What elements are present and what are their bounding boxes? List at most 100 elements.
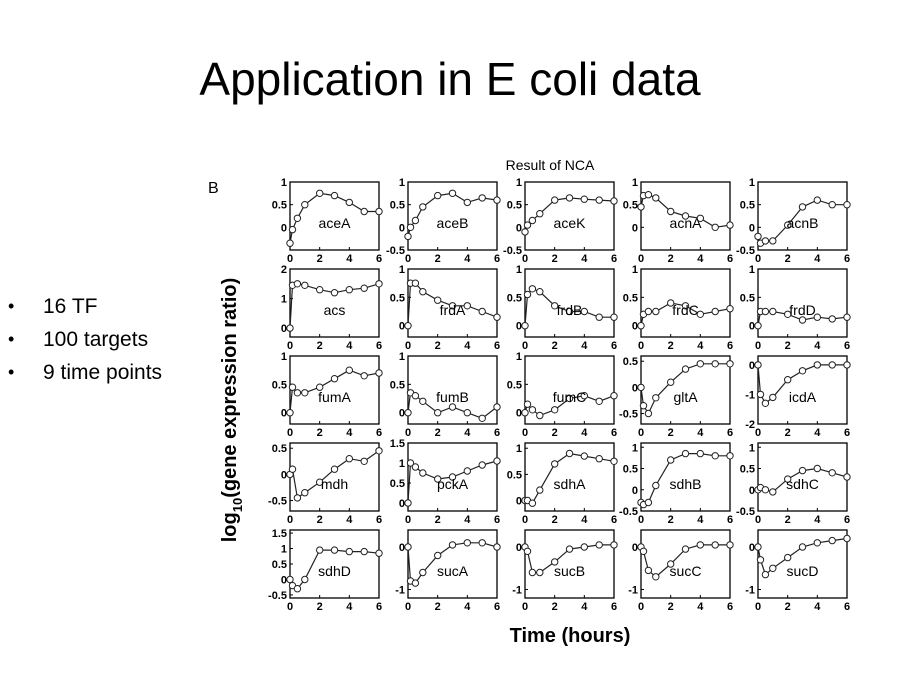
panel-frame	[524, 355, 615, 425]
panel-frame	[640, 529, 731, 599]
x-tick-label: 4	[464, 340, 471, 352]
x-tick-label: 0	[638, 340, 644, 352]
panel-letter: B	[208, 180, 219, 197]
y-axis-title-group: log10(gene expression ratio)	[219, 278, 245, 543]
data-point	[667, 560, 675, 568]
data-point	[726, 221, 734, 229]
gene-label: sdhC	[786, 476, 819, 492]
y-tick-label: -0.5	[736, 245, 755, 257]
x-tick-label: 0	[287, 253, 293, 265]
panel-fumB: 0 2 4 6 1 0.5 0 fumB	[390, 351, 501, 439]
y-tick-label: 0.5	[740, 200, 755, 212]
y-tick-label: 0	[399, 321, 405, 333]
x-tick-label: 4	[814, 340, 821, 352]
bullet-dot: •	[8, 329, 15, 349]
x-tick-label: 4	[464, 427, 471, 439]
y-tick-label: -1	[395, 585, 405, 597]
data-point	[345, 198, 353, 207]
y-tick-label: 0	[281, 469, 287, 481]
data-point	[828, 315, 836, 323]
data-point	[784, 376, 792, 384]
data-point	[404, 322, 412, 330]
data-point	[551, 558, 559, 566]
x-tick-label: 4	[697, 514, 704, 526]
data-point	[652, 573, 660, 581]
data-point	[754, 361, 762, 369]
x-tick-label: 4	[346, 253, 353, 265]
data-point	[565, 307, 574, 316]
gene-label: acnB	[787, 215, 819, 231]
x-tick-label: 6	[611, 253, 617, 265]
data-point	[536, 486, 544, 494]
y-tick-label: 0.5	[507, 292, 522, 304]
y-tick-label: 1	[516, 264, 522, 276]
x-tick-label: 0	[405, 514, 411, 526]
y-tick-label: 1	[749, 264, 755, 276]
x-tick-label: 0	[755, 514, 761, 526]
y-tick-label: 0	[749, 321, 755, 333]
x-tick-label: 0	[522, 514, 528, 526]
panel-frame	[524, 529, 615, 599]
y-tick-label: 0.5	[623, 464, 638, 476]
gene-label: aceK	[554, 215, 587, 231]
x-tick-label: 0	[287, 427, 293, 439]
panel-frame	[289, 268, 380, 338]
bullet-text: 16 TF	[43, 295, 98, 318]
data-point	[404, 409, 412, 417]
y-tick-label: 1	[399, 351, 405, 363]
panel-frame	[407, 442, 498, 512]
data-point	[828, 536, 836, 545]
y-tick-label: 1	[632, 177, 638, 189]
data-point	[528, 406, 537, 414]
y-tick-label: 1	[749, 442, 755, 454]
y-tick-label: 0.5	[507, 379, 522, 391]
data-point	[419, 469, 427, 477]
data-point	[784, 310, 792, 318]
y-tick-label: 0	[632, 382, 638, 394]
x-tick-label: 4	[581, 253, 588, 265]
data-point	[493, 313, 501, 321]
y-tick-label: -2	[745, 419, 755, 431]
data-point	[595, 455, 603, 463]
data-point	[595, 313, 603, 321]
data-point	[652, 307, 660, 316]
x-tick-label: 0	[755, 340, 761, 352]
x-tick-label: 0	[755, 253, 761, 265]
x-tick-label: 6	[376, 601, 382, 613]
panel-fumC: 0 2 4 6 1 0.5 0 fumC	[507, 351, 618, 439]
data-point	[330, 289, 339, 297]
data-point	[375, 447, 383, 455]
x-tick-label: 2	[668, 427, 674, 439]
x-tick-label: 6	[611, 340, 617, 352]
data-point	[784, 221, 792, 229]
x-tick-label: 2	[552, 514, 558, 526]
y-tick-label: -0.5	[736, 506, 755, 518]
panel-frame	[757, 181, 848, 251]
x-tick-label: 2	[317, 340, 323, 352]
x-tick-label: 2	[552, 340, 558, 352]
gene-label: acnA	[670, 215, 703, 231]
data-point	[726, 452, 734, 460]
y-tick-label: 0.5	[740, 292, 755, 304]
data-point	[595, 541, 603, 549]
data-point	[463, 409, 471, 417]
y-tick-label: 2	[281, 264, 287, 276]
data-point	[843, 361, 851, 369]
panel-frame	[757, 355, 848, 425]
data-point	[813, 313, 821, 321]
data-point	[644, 191, 653, 199]
panel-frdB: 0 2 4 6 1 0.5 0 frdB	[507, 264, 618, 352]
x-tick-label: 2	[785, 601, 791, 613]
data-point	[610, 457, 618, 465]
data-point	[639, 402, 648, 410]
data-point	[667, 299, 675, 307]
data-point	[696, 214, 704, 223]
x-tick-label: 2	[785, 427, 791, 439]
y-tick-label: 0	[281, 408, 287, 420]
data-point	[521, 409, 529, 417]
x-tick-label: 6	[727, 340, 733, 352]
data-point	[761, 399, 770, 407]
